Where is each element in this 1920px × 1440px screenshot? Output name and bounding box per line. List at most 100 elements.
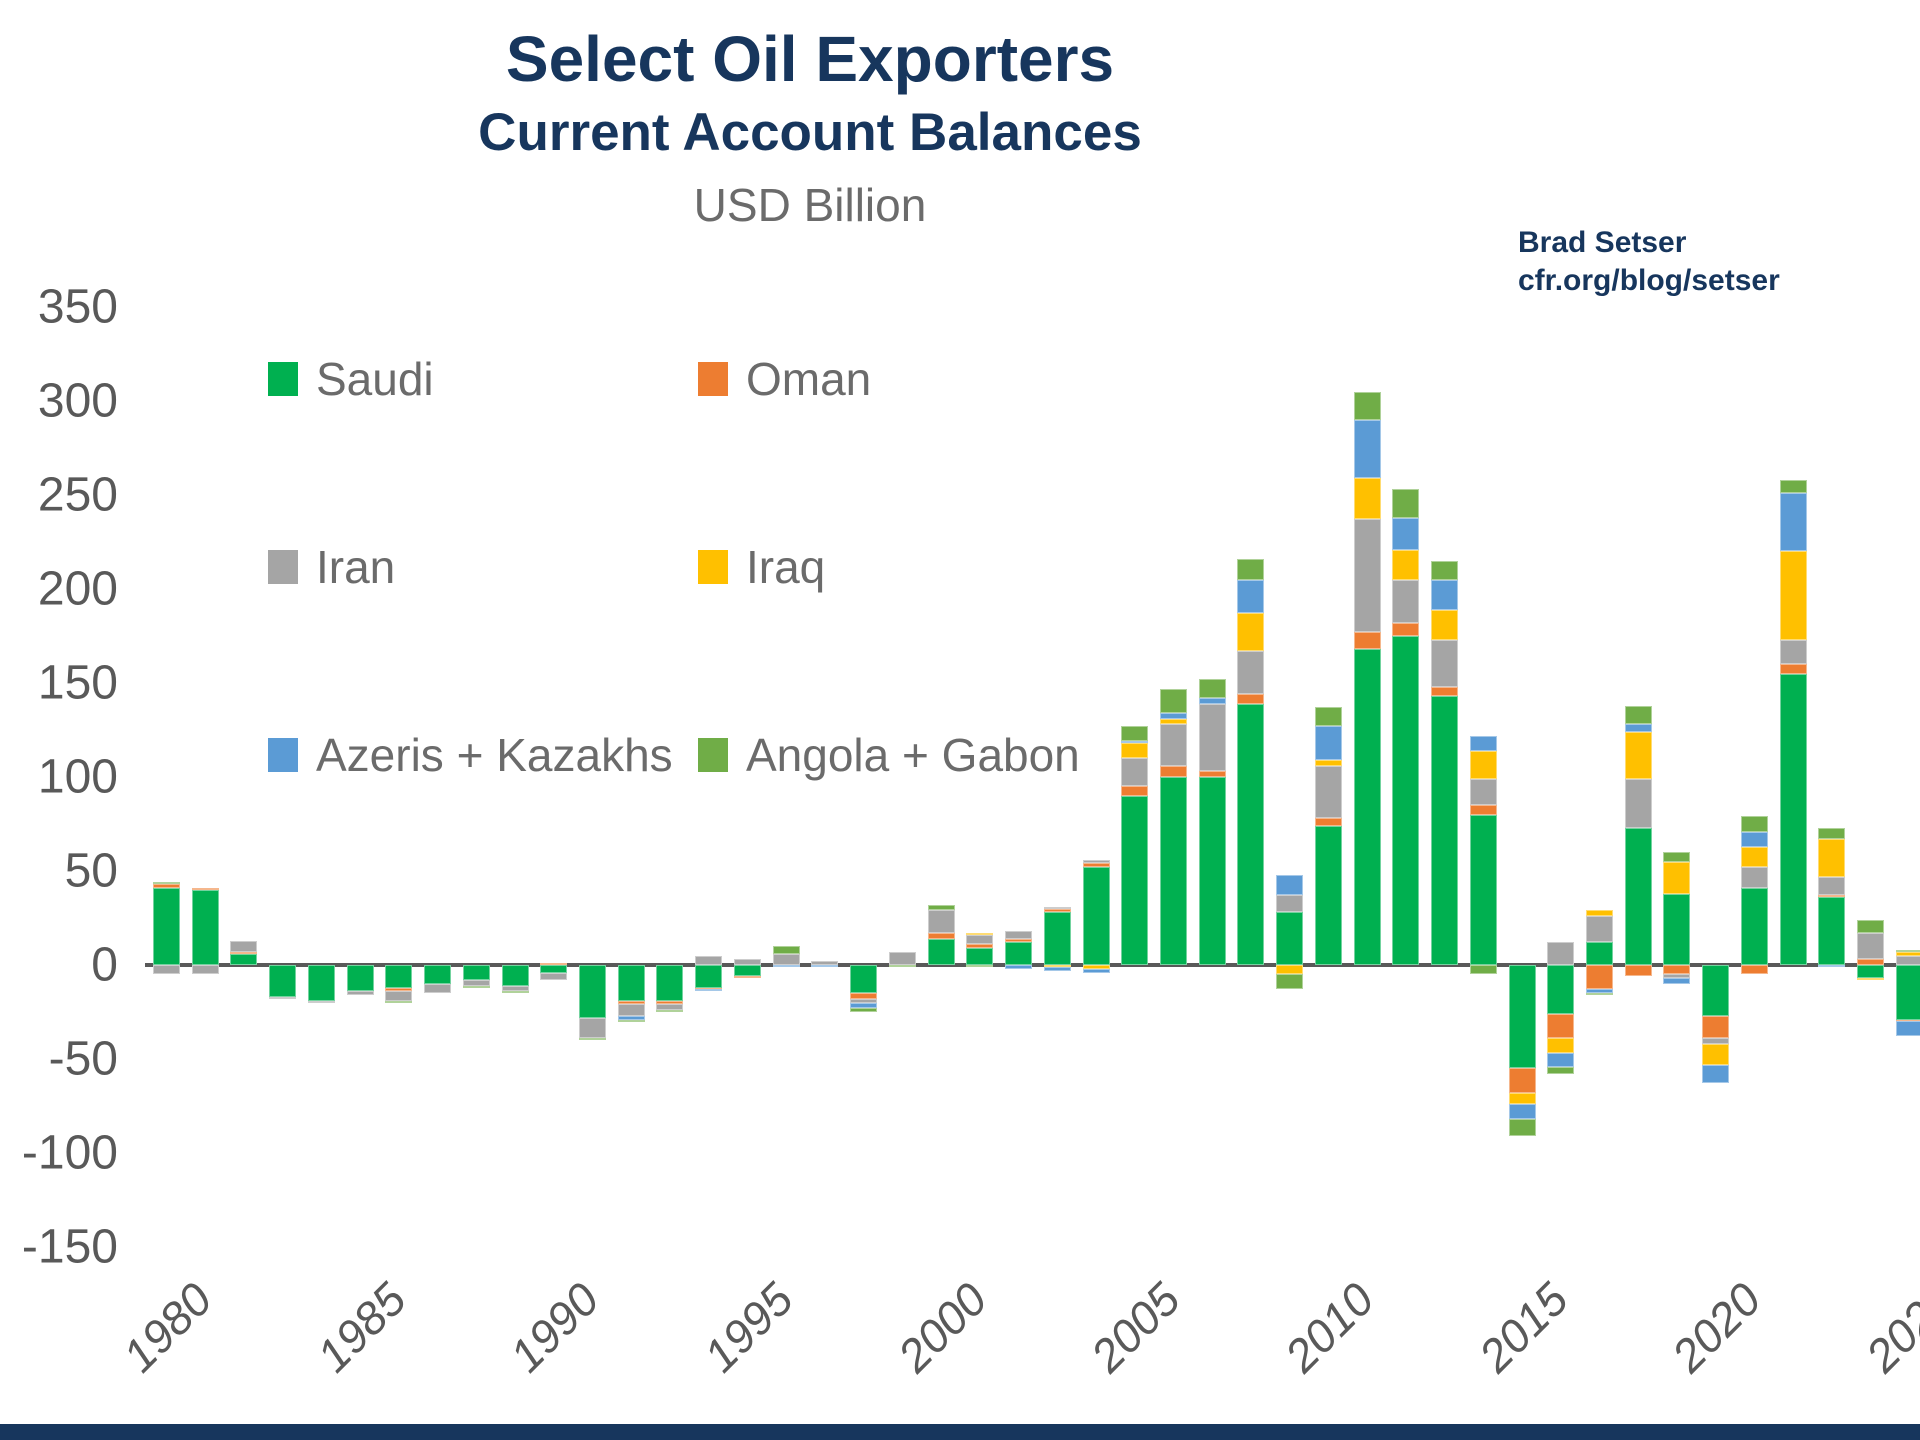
bar-segment xyxy=(1431,639,1459,687)
bar-segment xyxy=(1663,974,1691,979)
bar-segment xyxy=(1198,777,1226,965)
y-axis-tick-label: 100 xyxy=(37,750,118,804)
bar-segment xyxy=(1159,718,1187,725)
bar-segment xyxy=(1469,805,1497,815)
y-axis-tick-label: 350 xyxy=(37,280,118,334)
y-axis-tick-label: -50 xyxy=(48,1032,118,1086)
bar-segment xyxy=(540,965,568,973)
bar-segment xyxy=(733,965,761,977)
bar-segment xyxy=(1779,493,1807,552)
bar-segment xyxy=(1895,949,1920,952)
bar-segment xyxy=(1818,827,1846,840)
bar-segment xyxy=(307,1000,335,1003)
bar-segment xyxy=(656,1010,684,1013)
bar-segment xyxy=(1740,846,1768,868)
bar-segment xyxy=(1431,686,1459,697)
bar-segment xyxy=(1586,965,1613,990)
bar-segment xyxy=(1314,818,1342,826)
bar-segment xyxy=(1043,965,1071,967)
bar-segment xyxy=(1740,816,1768,832)
legend-item: Oman xyxy=(698,352,871,406)
bar-segment xyxy=(462,985,490,988)
bar-segment xyxy=(888,965,916,967)
bar-segment xyxy=(1779,664,1807,674)
bar-segment xyxy=(462,980,490,986)
bar-segment xyxy=(772,965,800,967)
bar-segment xyxy=(1624,827,1652,965)
bar-segment xyxy=(1586,916,1613,943)
bar-segment xyxy=(927,938,955,965)
bar-segment xyxy=(385,991,413,1001)
bar-segment xyxy=(1895,1019,1920,1022)
bar-segment xyxy=(1237,613,1265,652)
legend-label: Iraq xyxy=(746,541,826,593)
y-axis-tick-label: 150 xyxy=(37,656,118,710)
bar-segment xyxy=(1857,919,1885,934)
bar-segment xyxy=(966,933,994,936)
bar-segment xyxy=(501,985,529,992)
bar-segment xyxy=(1276,874,1304,896)
legend-label: Angola + Gabon xyxy=(746,729,1080,781)
bar-segment xyxy=(1663,852,1691,862)
bar-segment xyxy=(579,1017,607,1039)
bar-segment xyxy=(1779,639,1807,665)
bar-segment xyxy=(1895,1021,1920,1037)
legend-color-chip xyxy=(268,550,298,584)
bar-segment xyxy=(1663,978,1691,984)
legend-color-chip xyxy=(268,362,298,396)
bar-segment xyxy=(1082,859,1110,864)
bar-segment xyxy=(1198,703,1226,772)
bar-segment xyxy=(1586,910,1613,917)
bar-segment xyxy=(850,1002,878,1009)
bar-segment xyxy=(1198,679,1226,699)
bar-segment xyxy=(230,951,258,954)
bar-segment xyxy=(927,904,955,911)
bar-segment xyxy=(1508,1119,1536,1137)
bar-segment xyxy=(1121,786,1149,796)
bar-segment xyxy=(269,996,297,999)
bar-segment xyxy=(1314,726,1342,761)
bar-segment xyxy=(1586,942,1613,965)
bar-segment xyxy=(1857,959,1885,965)
bar-segment xyxy=(1043,966,1071,971)
bar-segment xyxy=(230,953,258,965)
y-axis-tick-label: 250 xyxy=(37,468,118,522)
legend-color-chip xyxy=(268,738,298,772)
legend-label: Iran xyxy=(316,541,396,593)
bar-segment xyxy=(153,965,180,975)
bar-segment xyxy=(1624,731,1652,779)
bar-segment xyxy=(1818,876,1846,896)
bar-segment xyxy=(1392,636,1420,965)
bar-segment xyxy=(269,965,297,997)
bar-segment xyxy=(1005,938,1033,943)
bar-segment xyxy=(1431,609,1459,640)
bar-segment xyxy=(191,965,219,975)
bar-segment xyxy=(1702,965,1730,1016)
bar-segment xyxy=(1779,551,1807,640)
bar-segment xyxy=(1159,777,1187,965)
bar-segment xyxy=(1818,839,1846,877)
bar-segment xyxy=(385,965,413,988)
bar-segment xyxy=(307,965,335,1001)
bar-segment xyxy=(966,965,994,967)
bar-segment xyxy=(1198,698,1226,704)
bar-segment xyxy=(1314,825,1342,965)
bar-segment xyxy=(1818,897,1846,965)
bar-segment xyxy=(1121,741,1149,744)
bar-segment xyxy=(1857,965,1885,979)
bar-segment xyxy=(1314,765,1342,819)
footer-accent-bar xyxy=(0,1424,1920,1440)
bar-segment xyxy=(1237,703,1265,965)
bar-segment xyxy=(1431,696,1459,965)
bar-segment xyxy=(346,965,374,992)
bar-segment xyxy=(1005,942,1033,965)
bar-segment xyxy=(191,887,219,890)
bar-segment xyxy=(462,965,490,981)
bar-segment xyxy=(1624,965,1652,977)
bar-segment xyxy=(656,1000,684,1005)
bar-segment xyxy=(1702,1015,1730,1039)
bar-segment xyxy=(1005,965,1033,969)
bar-segment xyxy=(772,953,800,965)
bar-segment xyxy=(1392,579,1420,623)
bar-segment xyxy=(733,976,761,979)
